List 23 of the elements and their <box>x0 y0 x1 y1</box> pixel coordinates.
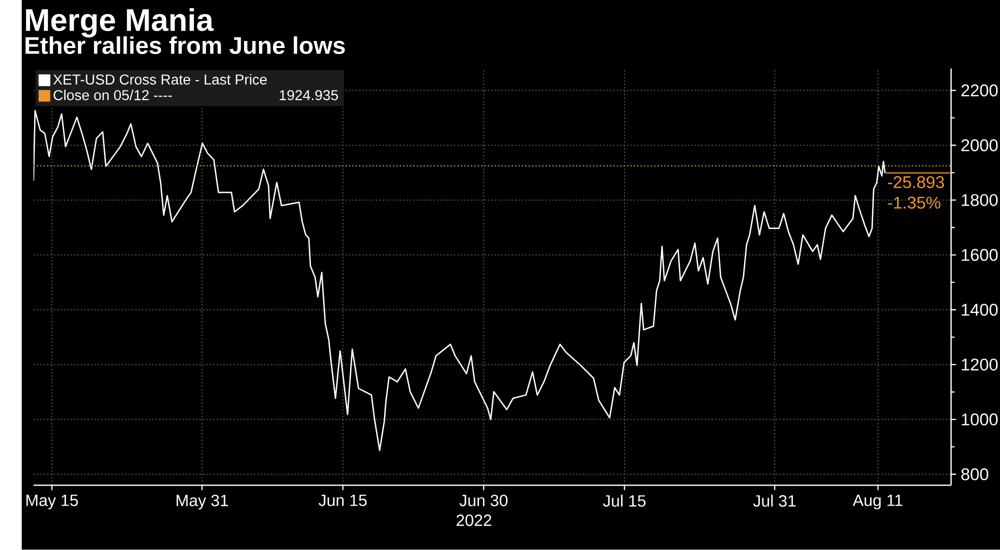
y-tick-label: 1600 <box>962 249 998 262</box>
chart-subtitle: Ether rallies from June lows <box>26 36 345 54</box>
y-tick-label: 800 <box>961 468 988 480</box>
y-tick-label: 1400 <box>962 304 998 316</box>
x-tick-label: May 15 <box>26 494 78 510</box>
line-series <box>33 110 886 452</box>
legend-label: Close on 05/12 ---- <box>54 90 172 100</box>
y-tick-label: 1000 <box>962 414 998 426</box>
y-tick-label: 1200 <box>962 358 998 371</box>
x-tick-label: May 31 <box>176 494 228 510</box>
x-tick-label: Jun 15 <box>318 494 367 506</box>
x-axis-title: 2022 <box>456 514 492 526</box>
x-tick-label: Jul 15 <box>602 494 646 507</box>
annotation: -1.35% <box>888 196 940 209</box>
annotation: 1924.935 <box>280 90 338 100</box>
x-tick-label: Jul 31 <box>753 494 796 507</box>
x-tick-label: Aug 11 <box>852 494 902 510</box>
y-tick-label: 2000 <box>961 139 998 152</box>
legend-label: XET-USD Cross Rate - Last Price <box>53 74 267 85</box>
y-tick-label: 2200 <box>961 84 998 97</box>
annotation: -25.893 <box>888 176 944 188</box>
y-tick-label: 1800 <box>962 194 998 206</box>
x-tick-label: Jun 30 <box>459 494 508 506</box>
